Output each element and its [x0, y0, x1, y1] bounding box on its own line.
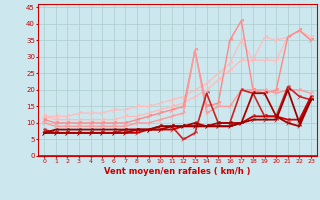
X-axis label: Vent moyen/en rafales ( km/h ): Vent moyen/en rafales ( km/h ) [104, 167, 251, 176]
